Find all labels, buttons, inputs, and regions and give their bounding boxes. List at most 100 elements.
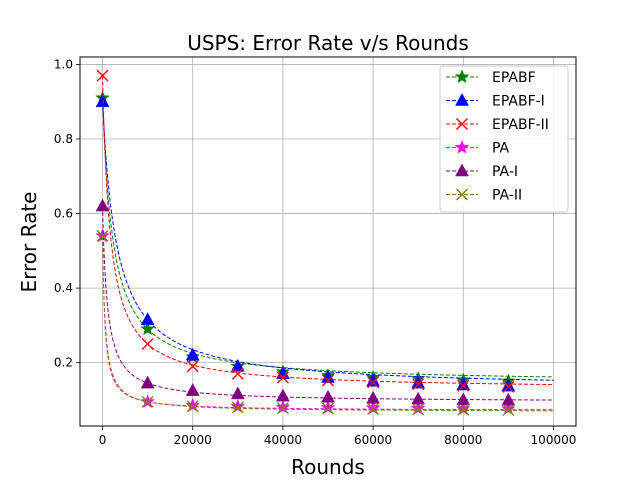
data-point <box>501 392 516 406</box>
data-point-stroke <box>141 395 154 408</box>
legend-marker <box>456 188 468 201</box>
series-pa <box>95 228 554 416</box>
data-point-stroke <box>322 374 334 387</box>
y-axis-title: Error Rate <box>17 192 41 293</box>
data-point <box>366 390 381 404</box>
data-point <box>141 338 154 350</box>
data-point-stroke <box>502 380 515 393</box>
data-point-stroke <box>502 403 515 416</box>
data-point <box>456 392 471 406</box>
data-point <box>140 321 155 336</box>
legend-label: EPABF <box>492 70 536 86</box>
data-point <box>276 402 289 415</box>
legend-marker <box>456 118 468 130</box>
data-point <box>185 397 201 412</box>
x-tick-label: 80000 <box>444 433 482 447</box>
legend-entry: EPABF-II <box>446 117 549 133</box>
series-line <box>102 98 554 378</box>
data-point-stroke <box>186 360 199 373</box>
data-point <box>95 94 110 107</box>
data-point-stroke <box>412 403 425 416</box>
data-point <box>321 389 335 403</box>
data-point <box>230 386 245 400</box>
data-point <box>366 373 381 387</box>
data-point <box>322 374 334 387</box>
series-line <box>102 101 554 381</box>
x-tick-label: 100000 <box>531 433 577 447</box>
data-point-stroke <box>96 229 109 242</box>
data-point <box>276 371 289 384</box>
data-point <box>185 383 200 396</box>
y-tick-label: 0.2 <box>54 356 73 370</box>
data-point-stroke <box>276 371 289 384</box>
data-point-stroke <box>231 367 244 380</box>
data-point <box>411 391 426 405</box>
data-point <box>141 395 154 408</box>
data-point-stroke <box>141 338 154 350</box>
data-point <box>96 229 109 242</box>
data-point <box>412 403 425 416</box>
series-line <box>102 235 554 411</box>
data-point <box>457 403 470 416</box>
series-pa-ii <box>96 229 554 416</box>
legend-label: EPABF-I <box>492 94 545 110</box>
data-point-stroke <box>367 376 380 389</box>
plot-frame <box>79 56 577 427</box>
data-point-stroke <box>322 402 334 415</box>
legend-label: EPABF-II <box>492 117 549 133</box>
legend-entry: EPABF <box>446 69 536 86</box>
data-point-stroke <box>457 403 470 416</box>
data-point-stroke <box>186 400 199 413</box>
series-line <box>102 235 554 412</box>
data-point <box>367 376 380 389</box>
legend-marker <box>454 139 470 154</box>
data-point <box>230 398 246 413</box>
data-point <box>230 358 245 372</box>
legend-marker-stroke <box>456 188 468 201</box>
series-layer <box>95 69 554 416</box>
data-point <box>140 312 155 326</box>
data-point <box>501 401 516 416</box>
x-tick-label: 60000 <box>354 433 392 447</box>
data-point <box>456 377 471 391</box>
legend-marker <box>455 92 469 106</box>
data-point <box>320 400 336 414</box>
series-epabf-i <box>95 94 554 392</box>
data-point <box>275 399 291 414</box>
series-line <box>102 75 554 386</box>
data-point <box>275 366 290 380</box>
data-point <box>367 402 380 415</box>
data-point <box>322 402 334 415</box>
series-line <box>102 206 554 401</box>
axis-ticks: 0 20000 40000 60000 80000 100000 0.2 0.4 0.6 0.8 1… <box>54 57 576 447</box>
data-point-stroke <box>276 402 289 415</box>
legend: EPABF EPABF-I EPABF-II PA PA-I PA-II <box>439 65 569 213</box>
data-point-stroke <box>457 379 470 392</box>
data-point <box>186 400 199 413</box>
data-point-stroke <box>96 69 109 82</box>
data-point <box>457 379 470 392</box>
data-point <box>502 380 515 393</box>
data-point <box>231 367 244 380</box>
data-point <box>502 403 515 416</box>
data-point <box>96 69 109 82</box>
data-point <box>140 375 155 389</box>
x-tick-label: 40000 <box>264 433 302 447</box>
legend-label: PA-I <box>492 164 518 180</box>
legend-entry: EPABF-I <box>446 92 545 110</box>
data-point <box>275 388 290 402</box>
y-tick-label: 0.4 <box>54 281 73 295</box>
legend-label: PA-II <box>492 188 522 204</box>
data-point <box>185 347 200 361</box>
data-point <box>186 360 199 373</box>
data-point <box>365 400 381 415</box>
data-point <box>231 401 244 414</box>
series-epabf-ii <box>96 69 554 393</box>
series-pa-i <box>95 198 554 406</box>
legend-marker-stroke <box>456 118 468 130</box>
legend-entry: PA-I <box>446 163 518 180</box>
data-point <box>410 400 426 415</box>
y-tick-label: 0.8 <box>54 132 73 146</box>
data-point-stroke <box>412 378 425 391</box>
data-point-stroke <box>231 401 244 414</box>
